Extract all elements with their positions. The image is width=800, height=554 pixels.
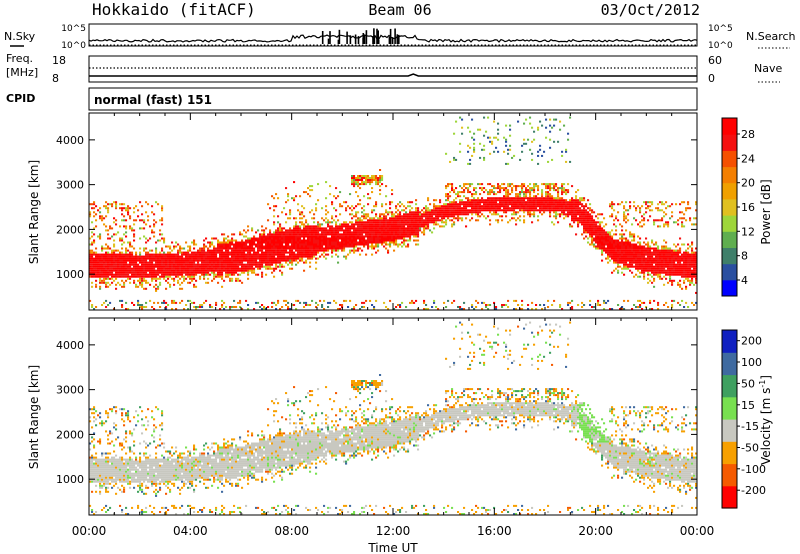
freq-panel: Freq. [MHz] 18 8 60 0 Nave [6,52,782,85]
noise-search-label: N.Search [746,30,796,43]
y-tick-label: 1000 [56,268,84,281]
x-tick-label: 16:00 [477,524,512,538]
power-panel: 1000 2000 3000 4000 Slant Range [km] 4 8 12 16… [27,112,773,311]
y-tick-label: 4000 [56,339,84,352]
freq-tick-bottom: 8 [52,72,59,85]
y-tick-label: 4000 [56,134,84,147]
velocity-heatmap-cells [89,321,697,515]
x-tick-label: 20:00 [578,524,613,538]
y-tick-label: 2000 [56,223,84,236]
colorbar-tick: 50 [741,377,755,390]
date-label: 03/Oct/2012 [601,1,700,19]
colorbar-tick: 15 [741,399,755,412]
x-tick-label: 08:00 [274,524,309,538]
colorbar-tick: 4 [741,274,748,287]
power-colorbar-label: Power [dB] [759,179,773,244]
colorbar-tick: 28 [741,128,755,141]
noise-panel: N.Sky 10^5 10^0 10^5 10^0 N.Search [4,23,796,51]
x-tick-label: 00:00 [72,524,107,538]
colorbar-tick: -50 [741,442,759,455]
noise-tick-top-left: 10^5 [61,24,86,34]
y-tick-label: 2000 [56,428,84,441]
colorbar-tick: 8 [741,250,748,263]
colorbar-tick: 200 [741,335,762,348]
x-tick-label: 00:00 [680,524,715,538]
freq-label-1: Freq. [6,52,33,65]
colorbar-tick: -15 [741,420,759,433]
velocity-colorbar: -200 -100 -50 -15 15 50 100 200 [721,329,766,509]
y-tick-label: 3000 [56,384,84,397]
nave-tick-top: 60 [708,54,722,67]
nave-tick-bottom: 0 [708,72,715,85]
cpid-panel: CPID normal (fast) 151 [6,87,698,111]
cpid-label: CPID [6,92,35,105]
nave-label: Nave [754,62,782,75]
velocity-panel: 1000 2000 3000 4000 00:00 04:00 08:00 12:00 16:0… [27,317,773,554]
y-tick-label: 3000 [56,179,84,192]
cpid-mode: normal (fast) 151 [94,93,212,107]
velocity-ylabel: Slant Range [km] [27,365,41,469]
power-colorbar: 4 8 12 16 20 24 28 [721,117,755,297]
freq-tick-top: 18 [52,54,66,67]
noise-tick-bottom-left: 10^0 [61,41,86,51]
colorbar-tick: 24 [741,152,755,165]
colorbar-tick: 16 [741,201,755,214]
x-tick-label: 04:00 [173,524,208,538]
freq-label-2: [MHz] [6,66,38,79]
y-tick-label: 1000 [56,473,84,486]
beam-label: Beam 06 [368,1,431,19]
colorbar-tick: 100 [741,356,762,369]
noise-tick-bottom-right: 10^0 [708,41,733,51]
colorbar-tick: 20 [741,177,755,190]
colorbar-tick: 12 [741,225,755,238]
velocity-colorbar-label: Velocity [m s-1] [758,375,773,465]
colorbar-tick: -100 [741,463,766,476]
plot-title: Hokkaido (fitACF) [92,0,256,19]
power-heatmap-cells [89,116,697,310]
power-ylabel: Slant Range [km] [27,160,41,264]
x-axis-label: Time UT [367,541,418,554]
noise-tick-top-right: 10^5 [708,24,733,34]
noise-sky-label: N.Sky [4,30,36,43]
colorbar-tick: -200 [741,484,766,497]
x-tick-label: 12:00 [376,524,411,538]
